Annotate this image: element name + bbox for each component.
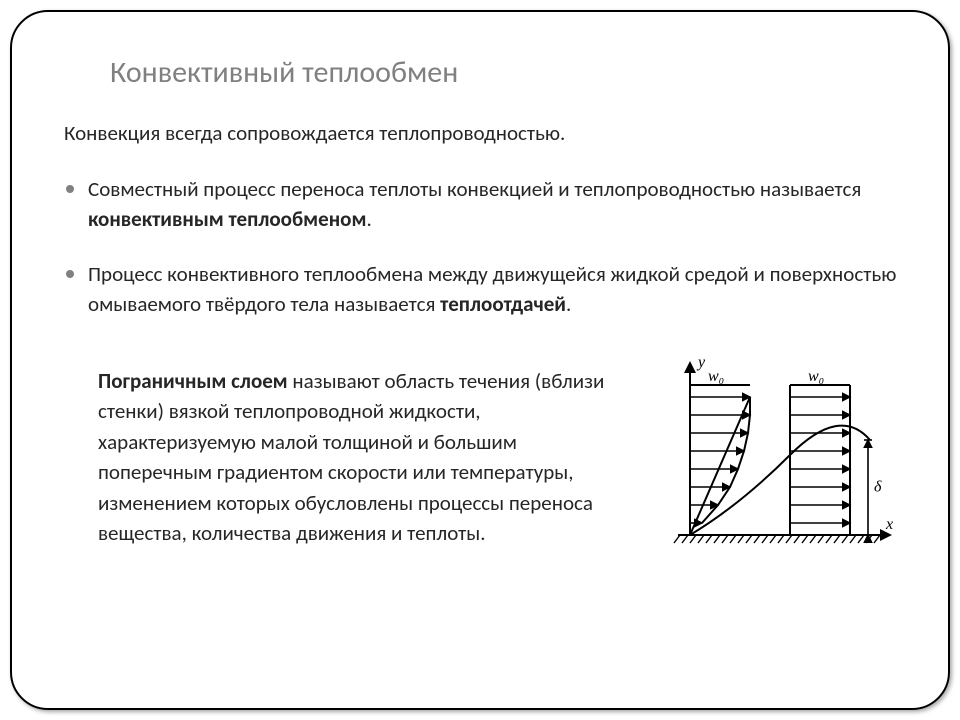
svg-text:y: y [696,354,706,371]
lead-paragraph: Конвекция всегда сопровождается теплопро… [64,119,900,147]
svg-text:w₀: w₀ [808,368,824,385]
slide: Конвективный теплообмен Конвекция всегда… [0,0,960,720]
svg-text:x: x [885,516,893,533]
bullet-item: Процесс конвективного теплообмена между … [64,260,900,319]
boundary-rest: называют область течения (вблизи стенки)… [98,368,604,546]
page-title: Конвективный теплообмен [110,54,900,91]
bottom-row: Пограничным слоем называют область течен… [64,345,900,575]
boundary-paragraph: Пограничным слоем называют область течен… [64,366,622,549]
svg-text:w₀: w₀ [708,368,724,385]
bullet-text-bold: теплоотдачей [440,291,566,317]
boundary-bold: Пограничным слоем [98,368,288,394]
bullet-list: Совместный процесс переноса теплоты конв… [64,175,900,319]
svg-text:δ: δ [874,478,882,495]
bullet-item: Совместный процесс переноса теплоты конв… [64,175,900,234]
bullet-text-post: . [566,291,571,317]
slide-content: Конвективный теплообмен Конвекция всегда… [30,20,930,700]
bullet-text-pre: Совместный процесс переноса теплоты конв… [88,176,861,202]
boundary-layer-diagram: y x w₀ w₀ δ [640,345,900,575]
bullet-text-bold: конвективным теплообменом [88,206,366,232]
bullet-text-post: . [366,206,371,232]
